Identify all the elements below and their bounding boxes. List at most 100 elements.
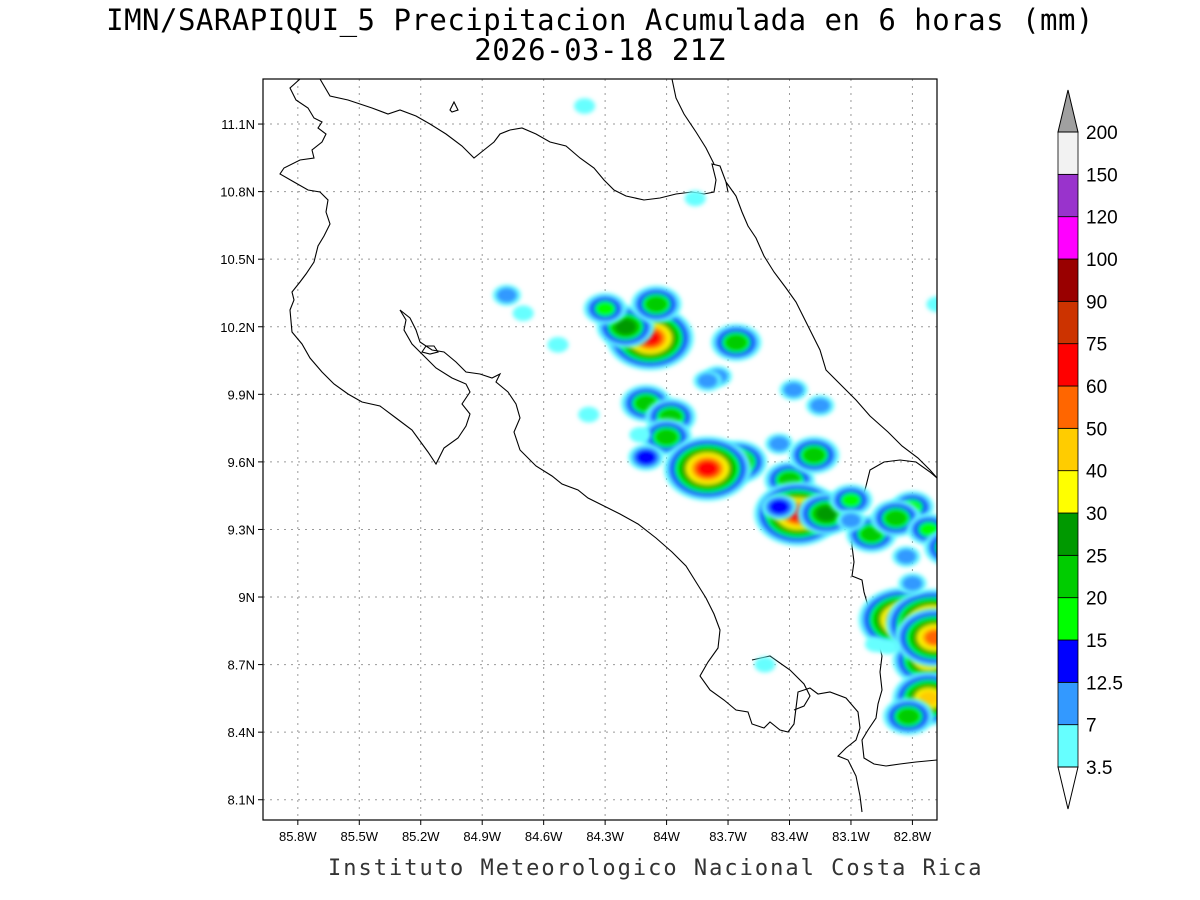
y-tick-label: 8.7N	[228, 658, 255, 673]
precip-contour	[918, 521, 937, 538]
colorbar-label: 7	[1086, 716, 1097, 737]
colorbar-label: 30	[1086, 504, 1107, 525]
x-tick-label: 83.7W	[709, 829, 747, 844]
colorbar: 3.5 7 12.5 15 20 25 30 40 50 60 75 90 100 120 150 200	[1057, 89, 1123, 810]
axis-ticks: 85.8W 85.5W 85.2W 84.9W 84.6W 84.3W 84W 83.7W 83…	[220, 117, 932, 844]
colorbar-swatch	[1057, 385, 1079, 429]
precip-contour	[696, 372, 719, 389]
y-tick-label: 8.1N	[228, 793, 255, 808]
precip-contour	[578, 406, 600, 423]
nicaragua-border	[279, 79, 471, 466]
precip-cell	[761, 493, 798, 521]
colorbar-label: 150	[1086, 165, 1118, 186]
y-tick-label: 10.8N	[220, 185, 255, 200]
nicaragua-north-coast	[319, 79, 729, 201]
precip-cell	[788, 436, 840, 474]
map-gridlines	[263, 79, 937, 820]
precip-contour	[815, 505, 837, 522]
precip-cell	[892, 545, 921, 568]
precip-cell	[631, 285, 682, 323]
colorbar-swatch	[1057, 724, 1079, 768]
colorbar-label: 25	[1086, 546, 1107, 567]
colorbar-label: 12.5	[1086, 673, 1123, 694]
osa-peninsula	[751, 655, 811, 711]
colorbar-label: 20	[1086, 589, 1107, 610]
colorbar-label: 200	[1086, 123, 1118, 144]
precip-contour	[615, 318, 637, 335]
precip-contour	[935, 542, 937, 553]
x-tick-label: 83.1W	[832, 829, 870, 844]
y-tick-label: 10.5N	[220, 252, 255, 267]
caribbean-coast	[671, 79, 937, 479]
x-tick-label: 85.8W	[279, 829, 317, 844]
colorbar-swatch	[1057, 470, 1079, 514]
precip-cell	[492, 284, 522, 306]
precip-contour	[895, 548, 917, 565]
colorbar-swatch	[1057, 173, 1079, 218]
precip-cell	[836, 509, 866, 531]
colorbar-swatch	[1057, 258, 1079, 302]
precip-contour	[768, 436, 790, 452]
island-north	[449, 100, 459, 113]
precip-contour	[840, 512, 862, 529]
y-tick-label: 11.1N	[221, 117, 255, 132]
colorbar-label: 15	[1086, 631, 1107, 652]
precip-cell	[779, 379, 808, 401]
precip-contour	[926, 296, 937, 313]
precip-contour	[885, 510, 907, 527]
precip-cell	[578, 406, 600, 423]
precip-contour	[840, 492, 862, 508]
precip-cell	[883, 697, 934, 736]
x-tick-label: 84.6W	[525, 829, 563, 844]
colorbar-swatch	[1057, 681, 1079, 726]
precip-contour	[684, 190, 706, 207]
y-tick-label: 8.4N	[228, 725, 255, 740]
x-tick-label: 83.4W	[771, 829, 809, 844]
precip-contour	[645, 296, 667, 313]
precip-cell	[583, 292, 627, 325]
colorbar-label: 50	[1086, 419, 1107, 440]
colorbar-label: 60	[1086, 377, 1107, 398]
precip-contour	[635, 449, 657, 466]
precip-cell	[663, 436, 752, 501]
precip-contour	[897, 708, 919, 725]
precip-cell	[764, 433, 794, 455]
precip-contour	[574, 98, 596, 114]
precip-contour	[877, 638, 899, 655]
y-tick-label: 9.6N	[228, 455, 255, 470]
precip-cell	[574, 98, 596, 114]
precip-cell	[512, 305, 534, 322]
y-tick-label: 9.3N	[228, 522, 255, 537]
x-tick-label: 84W	[653, 829, 680, 844]
precip-contour	[803, 447, 825, 463]
colorbar-swatch	[1057, 216, 1079, 260]
precip-cell	[754, 656, 776, 673]
y-tick-label: 10.2N	[220, 320, 255, 335]
precip-contour	[783, 381, 805, 398]
precip-contour	[512, 305, 534, 322]
y-tick-label: 9.9N	[228, 387, 255, 402]
precip-cell	[641, 418, 692, 456]
coastline-layer	[279, 79, 937, 813]
precip-contour	[809, 397, 831, 414]
precip-contour	[931, 537, 937, 558]
precip-cell	[898, 572, 927, 595]
colorbar-label: 120	[1086, 208, 1118, 229]
x-tick-label: 85.2W	[402, 829, 440, 844]
precip-contour	[939, 540, 960, 556]
precip-contour	[547, 336, 569, 353]
precip-cell	[926, 296, 937, 313]
precip-contour	[629, 427, 651, 443]
precip-contour	[768, 499, 790, 515]
precip-contour	[924, 629, 937, 646]
colorbar-label: 100	[1086, 250, 1118, 271]
colorbar-swatch	[1057, 427, 1079, 472]
precip-contour	[754, 656, 776, 673]
colorbar-top-arrow	[1057, 89, 1079, 133]
precip-contour	[725, 334, 747, 351]
precip-cell	[629, 427, 651, 443]
precip-cell	[923, 531, 960, 564]
precip-contour	[496, 287, 518, 304]
y-tick-label: 9N	[238, 590, 255, 605]
